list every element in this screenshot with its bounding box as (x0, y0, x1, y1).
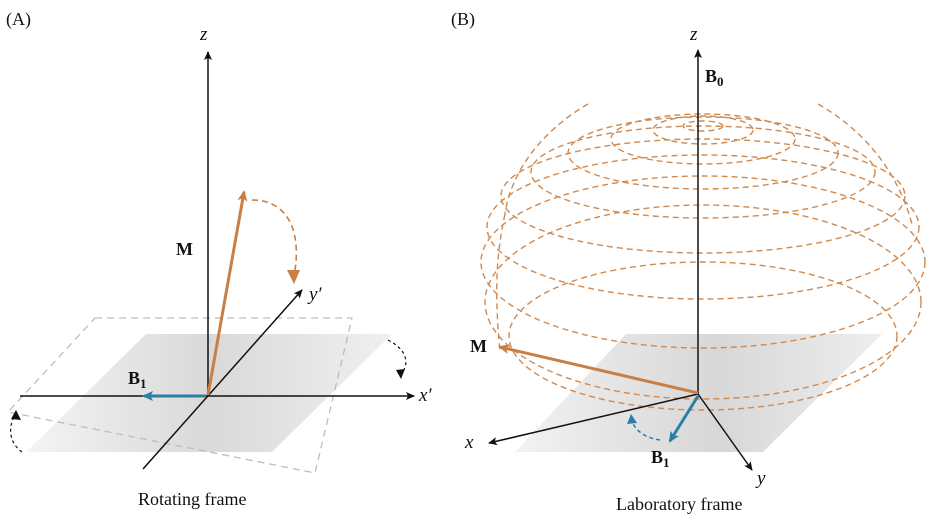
panel-a-tilted-plane (6, 317, 353, 474)
panel-b-b1-vector (668, 395, 700, 443)
panel-b: (B) z B0 M (451, 9, 926, 514)
panel-a-caption: Rotating frame (138, 489, 246, 509)
panel-b-m-label: M (470, 336, 487, 356)
panel-b-spiral-path (480, 103, 926, 411)
panel-a-b1-label: B1 (128, 368, 147, 391)
panel-a-tag: (A) (6, 9, 31, 30)
panel-a-m-vector (206, 190, 248, 396)
panel-b-m-vector (498, 344, 699, 395)
panel-b-z-label: z (689, 24, 698, 45)
panel-b-y-axis (697, 393, 753, 471)
panel-b-caption: Laboratory frame (616, 494, 742, 514)
panel-b-b1-rotation-arrowhead-icon (627, 414, 637, 424)
panel-b-b0-label: B0 (705, 66, 724, 89)
panel-b-x-label: x (464, 432, 474, 453)
panel-a-rotation-arrowhead-icon (287, 270, 300, 284)
panel-a-tilt-arrow-right-icon (387, 339, 407, 376)
panel-a: (A) z y′ x′ M B1 Rotating frame (6, 9, 432, 509)
panel-a-y-label: y′ (307, 284, 322, 305)
panel-a-tilt-arrowhead-right-icon (396, 369, 405, 379)
panel-a-m-label: M (176, 239, 193, 259)
panel-b-b1-rotation-arrow-icon (631, 419, 661, 441)
panel-a-z-label: z (199, 24, 208, 45)
panel-b-x-axis (488, 393, 699, 446)
panel-a-y-axis (142, 289, 303, 470)
panel-b-y-label: y (755, 468, 766, 489)
panel-a-tilt-arrowhead-left-icon (11, 410, 21, 420)
panel-b-b1-label: B1 (651, 447, 670, 470)
panel-a-x-label: x′ (418, 385, 432, 406)
panel-b-tag: (B) (451, 9, 475, 30)
panel-a-rotation-arrow-icon (251, 199, 298, 277)
